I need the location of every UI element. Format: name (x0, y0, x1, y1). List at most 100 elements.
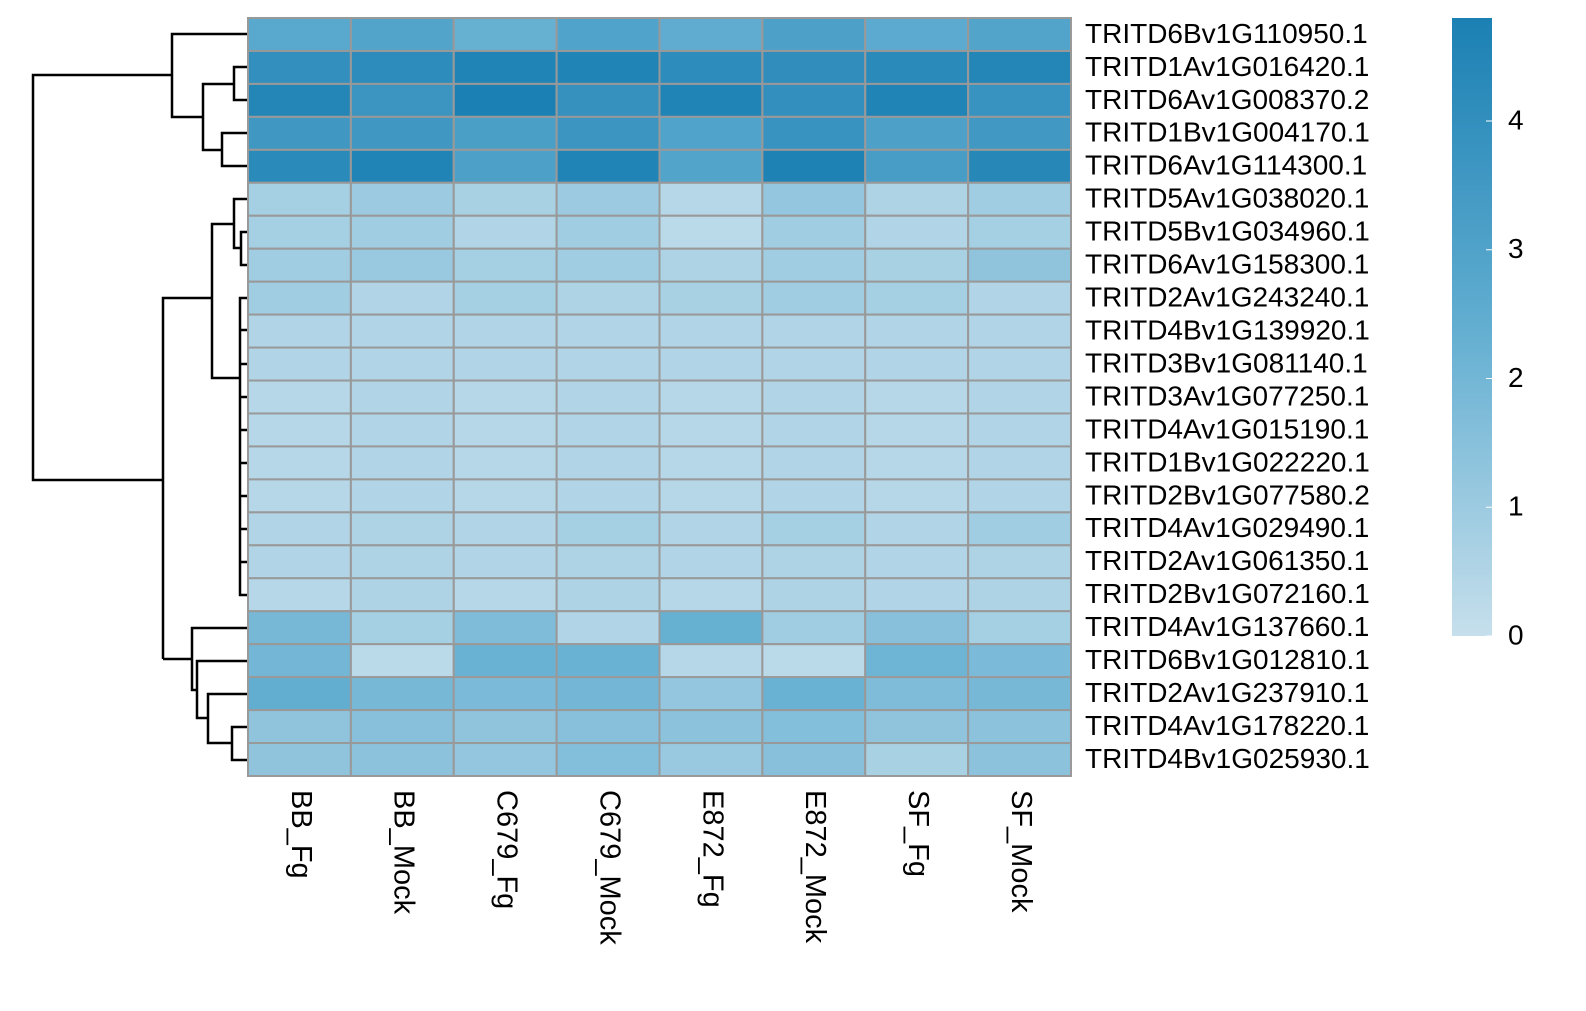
cell (761, 280, 867, 316)
cell (555, 478, 661, 514)
cell (967, 247, 1072, 283)
cell (967, 412, 1072, 448)
cell (452, 346, 558, 382)
cell (349, 214, 455, 250)
row-label: TRITD3Av1G077250.1 (1085, 380, 1369, 411)
cell (761, 49, 867, 85)
colorbar-tick-label: 1 (1508, 491, 1524, 522)
cell (761, 445, 867, 481)
row-label: TRITD2Av1G243240.1 (1085, 282, 1369, 313)
cell (658, 49, 764, 85)
cell (349, 577, 455, 613)
row-label: TRITD4Av1G029490.1 (1085, 512, 1369, 543)
cell (658, 379, 764, 415)
cell (349, 346, 455, 382)
column-label: E872_Mock (799, 790, 831, 944)
cell (761, 181, 867, 217)
cell (349, 643, 455, 679)
cell (761, 676, 867, 712)
cell (247, 742, 352, 777)
colorbar (1452, 18, 1492, 636)
cell (247, 247, 352, 283)
cell (967, 181, 1072, 217)
cell (967, 709, 1072, 745)
cell (658, 610, 764, 646)
cell (761, 214, 867, 250)
cell (864, 445, 970, 481)
row-label: TRITD6Bv1G110950.1 (1085, 18, 1368, 49)
column-label: BB_Mock (388, 790, 420, 915)
cell (555, 445, 661, 481)
cell (555, 379, 661, 415)
cell (247, 17, 352, 52)
cell (864, 346, 970, 382)
cell (247, 280, 352, 316)
cell (555, 82, 661, 118)
cell (247, 115, 352, 151)
cell (452, 313, 558, 349)
cell (555, 544, 661, 580)
cell (967, 148, 1072, 184)
cell (658, 181, 764, 217)
cell (658, 478, 764, 514)
cell (864, 643, 970, 679)
cell (247, 445, 352, 481)
cell (247, 49, 352, 85)
cell (864, 379, 970, 415)
cell (555, 148, 661, 184)
cell (555, 280, 661, 316)
cell (658, 643, 764, 679)
row-label: TRITD2Av1G237910.1 (1085, 677, 1369, 708)
cell (247, 676, 352, 712)
cell (967, 346, 1072, 382)
cell (452, 49, 558, 85)
cell (967, 511, 1072, 547)
row-label: TRITD2Bv1G072160.1 (1085, 578, 1370, 609)
cell (761, 610, 867, 646)
cell (452, 610, 558, 646)
cell (864, 214, 970, 250)
cell (864, 82, 970, 118)
row-label: TRITD4Av1G178220.1 (1085, 710, 1369, 741)
cell (761, 247, 867, 283)
cell (761, 577, 867, 613)
cell (349, 544, 455, 580)
cell (967, 49, 1072, 85)
cell (967, 280, 1072, 316)
cell (349, 313, 455, 349)
row-label: TRITD1Bv1G004170.1 (1085, 117, 1370, 148)
cell (864, 412, 970, 448)
cell (555, 709, 661, 745)
cell (247, 148, 352, 184)
cell (247, 610, 352, 646)
cell (247, 544, 352, 580)
cell (555, 49, 661, 85)
cell (864, 247, 970, 283)
cell (658, 280, 764, 316)
colorbar-tick-label: 0 (1508, 619, 1524, 650)
cell (349, 49, 455, 85)
cell (967, 610, 1072, 646)
cell (967, 577, 1072, 613)
cell (555, 181, 661, 217)
cell (864, 313, 970, 349)
cell (349, 709, 455, 745)
cell (864, 676, 970, 712)
cell (452, 478, 558, 514)
dendrogram (31, 32, 248, 762)
colorbar-tick-label: 3 (1508, 233, 1524, 264)
cell (658, 709, 764, 745)
cell (349, 676, 455, 712)
row-label: TRITD6Av1G008370.2 (1085, 84, 1369, 115)
column-label: C679_Fg (491, 790, 523, 909)
row-label: TRITD6Bv1G012810.1 (1085, 644, 1370, 675)
cell (658, 511, 764, 547)
cell (761, 643, 867, 679)
cell (967, 115, 1072, 151)
cell (247, 577, 352, 613)
cell (967, 643, 1072, 679)
cell (967, 17, 1072, 52)
cell (761, 412, 867, 448)
